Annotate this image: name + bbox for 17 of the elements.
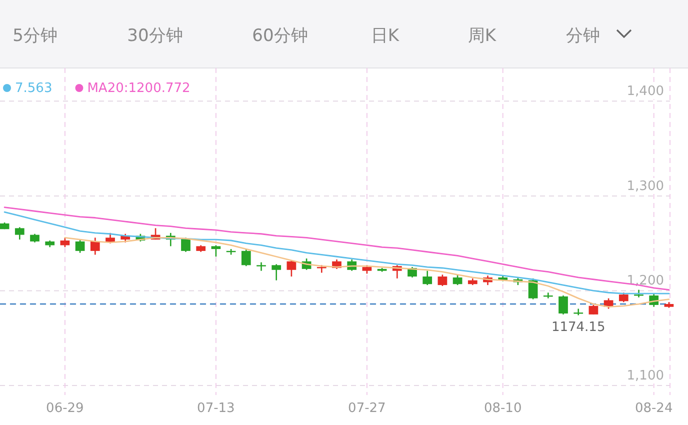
- y-tick-label: 1,300: [626, 178, 664, 194]
- text: 分钟: [566, 26, 600, 46]
- x-tick-label: 08-10: [484, 401, 522, 416]
- annotation: 1174.15: [551, 320, 606, 336]
- text: 周K: [468, 26, 497, 46]
- text: 30分钟: [127, 26, 183, 46]
- x-tick-label: 08-24: [634, 401, 673, 416]
- text: 日K: [370, 26, 400, 46]
- x-tick-label: 07-13: [197, 401, 235, 416]
- y-tick-label: 1,400: [626, 84, 664, 100]
- legend-label: 7.563: [15, 81, 52, 96]
- text: 60分钟: [252, 26, 308, 46]
- legend-label: MA20:1200.772: [87, 81, 190, 96]
- x-tick-label: 06-29: [46, 401, 84, 416]
- y-tick-label: 1,100: [626, 368, 664, 384]
- x-tick-label: 07-27: [348, 401, 386, 416]
- text: 5分钟: [12, 26, 58, 46]
